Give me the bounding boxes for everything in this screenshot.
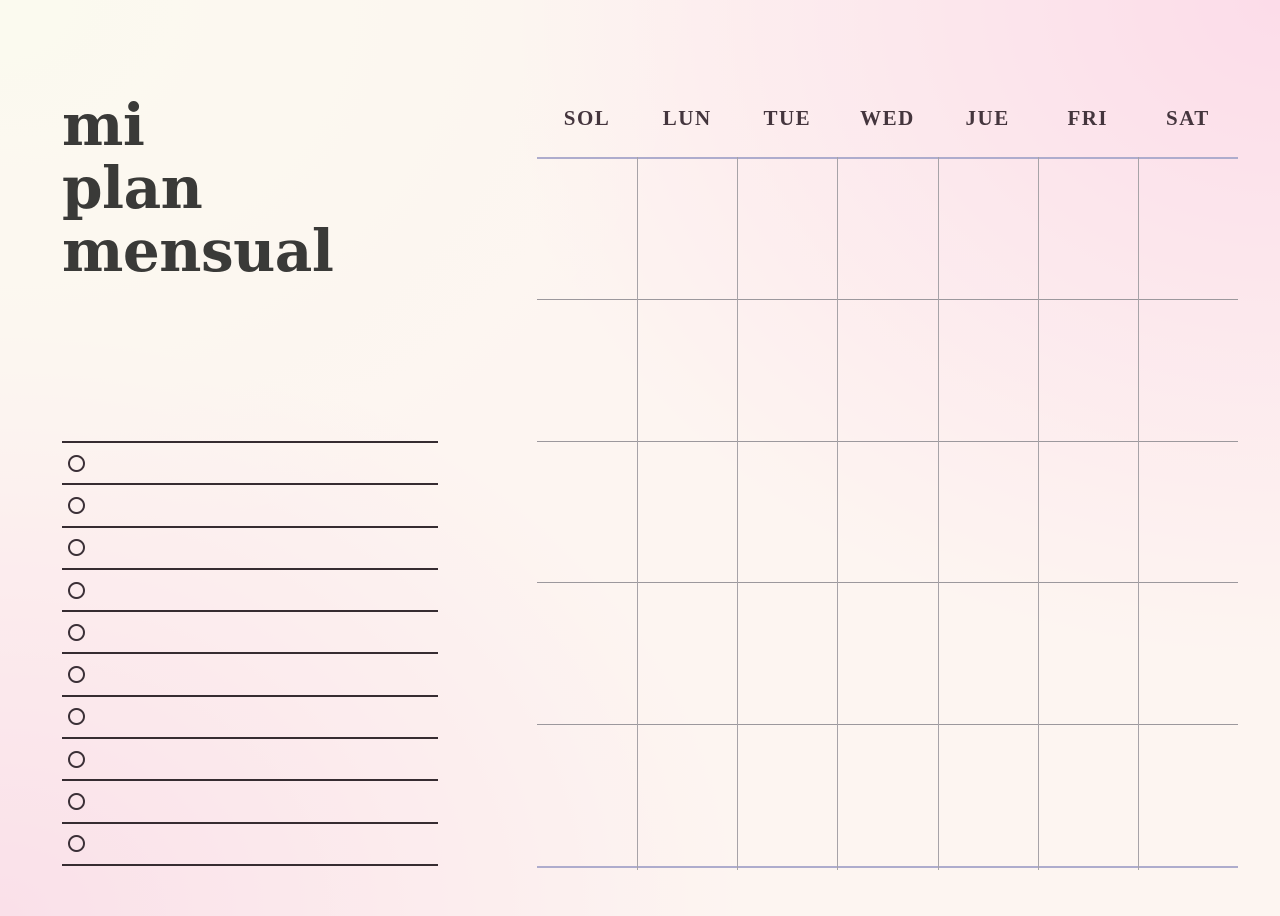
- day-header-jue: JUE: [965, 106, 1010, 130]
- grid-column-line: [1138, 157, 1139, 870]
- grid-column-line: [938, 157, 939, 870]
- todo-list: [62, 441, 438, 866]
- circle-bullet-icon: [68, 623, 85, 641]
- title-line: mi: [62, 91, 145, 159]
- grid-row-line: [537, 441, 1238, 442]
- day-header-fri: FRI: [1067, 106, 1109, 130]
- checklist-row: [62, 739, 438, 782]
- circle-bullet-icon: [68, 750, 85, 768]
- circle-bullet-icon: [68, 496, 85, 514]
- checklist-row: [62, 824, 438, 866]
- day-header-wed: WED: [860, 106, 915, 130]
- checklist-row: [62, 570, 438, 613]
- checklist-row: [62, 654, 438, 697]
- circle-bullet-icon: [68, 666, 85, 684]
- grid-accent-line: [537, 866, 1238, 868]
- circle-bullet-icon: [68, 835, 85, 853]
- circle-bullet-icon: [68, 793, 85, 811]
- title-line: plan: [62, 154, 203, 222]
- calendar-grid: [537, 157, 1238, 870]
- grid-accent-line: [537, 157, 1238, 159]
- checklist-row: [62, 443, 438, 486]
- checklist-row: [62, 528, 438, 570]
- planner-title: mi plan mensual: [62, 91, 334, 285]
- title-line: mensual: [62, 217, 334, 285]
- day-header-sat: SAT: [1166, 106, 1210, 130]
- day-header-sol: SOL: [563, 106, 611, 130]
- checklist-row: [62, 697, 438, 740]
- day-header-tue: TUE: [763, 106, 812, 130]
- grid-row-line: [537, 724, 1238, 725]
- grid-column-line: [837, 157, 838, 870]
- checklist-row: [62, 485, 438, 528]
- circle-bullet-icon: [68, 539, 85, 557]
- calendar-header-row: SOL LUN TUE WED JUE FRI SAT: [537, 106, 1238, 131]
- grid-column-line: [737, 157, 738, 870]
- checklist-row: [62, 612, 438, 655]
- day-header-lun: LUN: [662, 106, 712, 130]
- circle-bullet-icon: [68, 581, 85, 599]
- circle-bullet-icon: [68, 708, 85, 726]
- grid-column-line: [637, 157, 638, 870]
- grid-column-line: [1038, 157, 1039, 870]
- checklist-row: [62, 781, 438, 824]
- grid-row-line: [537, 582, 1238, 583]
- grid-row-line: [537, 299, 1238, 300]
- circle-bullet-icon: [68, 454, 85, 472]
